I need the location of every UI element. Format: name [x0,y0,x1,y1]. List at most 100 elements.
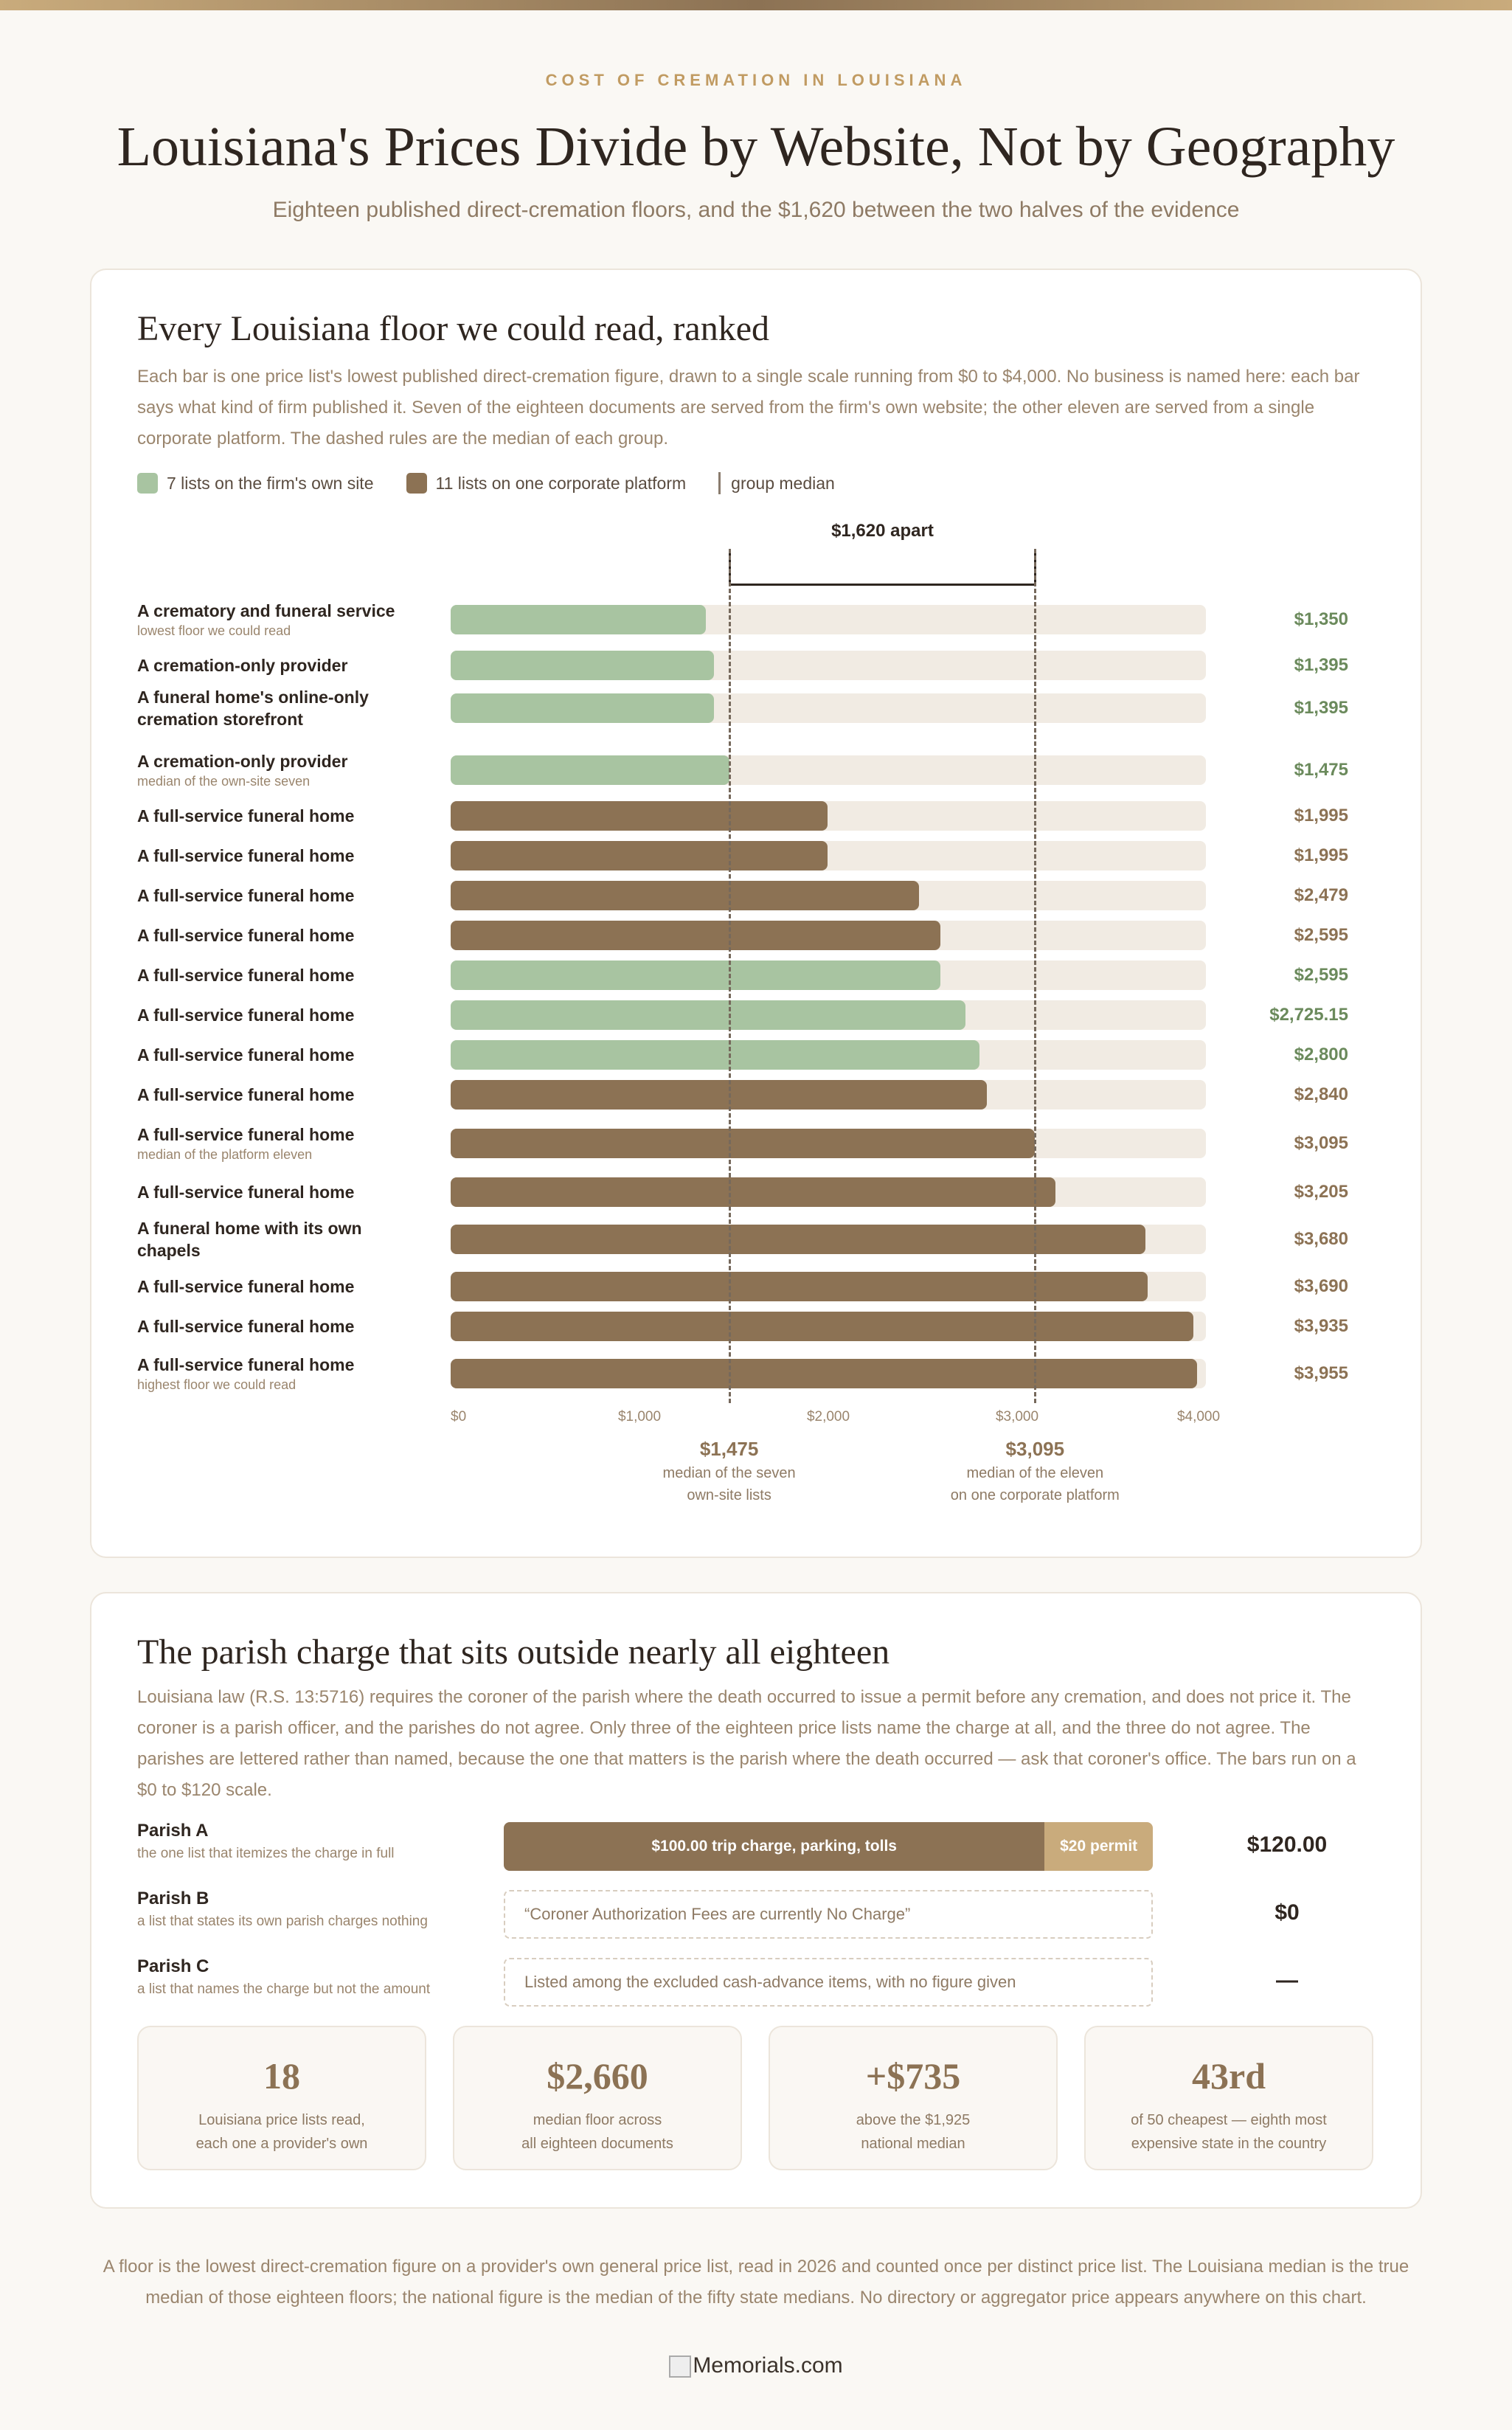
median-own-label: $1,475 median of the seven own-site list… [619,1436,840,1506]
row-label: A full-service funeral home [137,1044,425,1066]
row-label-text: A crematory and funeral service [137,601,395,620]
median-own-note-2: own-site lists [687,1487,771,1503]
row-label: A cremation-only provider [137,654,425,676]
stat-card: +$735 above the $1,925 national median [769,2026,1058,2170]
median-corp-note-1: median of the eleven [966,1465,1104,1481]
bar-value: $2,725.15 [1269,1005,1348,1025]
gap-label: $1,620 apart [831,521,934,541]
parish-a-bar: $100.00 trip charge, parking, tolls $20 … [504,1822,1153,1871]
row-label: A cremation-only provider median of the o… [137,750,425,790]
legend-median: group median [718,472,835,494]
bar-value: $2,595 [1294,925,1348,945]
parish-b-value: $0 [1275,1900,1300,1925]
median-corp-line [1034,549,1037,1403]
parish-description: Louisiana law (R.S. 13:5716) requires th… [137,1687,1356,1800]
legend-own-swatch [137,473,158,494]
row-label-text: A full-service funeral home [137,806,355,825]
bar-own [451,1040,979,1070]
row-label: A full-service funeral home [137,845,425,867]
row-note: median of the own-site seven [137,774,311,789]
row-label: A full-service funeral home [137,1004,425,1026]
bar-value: $3,690 [1294,1276,1348,1296]
row-label: A full-service funeral home [137,924,425,946]
legend-median-mark [718,472,721,494]
row-label-text: A full-service funeral home [137,1045,355,1065]
bar-value: $3,680 [1294,1229,1348,1249]
x-tick-label: $4,000 [1176,1409,1221,1425]
median-corp-note-2: on one corporate platform [950,1487,1120,1503]
median-own-value: $1,475 [699,1438,759,1460]
ranked-heading: Every Louisiana floor we could read, ran… [137,309,769,348]
parish-c-value: — [1276,1968,1298,1993]
page-title: Louisiana's Prices Divide by Website, No… [117,116,1395,178]
bar-value: $3,955 [1294,1363,1348,1383]
row-note: lowest floor we could read [137,623,291,638]
parish-c-box: Listed among the excluded cash-advance i… [504,1958,1153,2007]
parish-a-name: Parish A [137,1821,209,1841]
row-label-text: A funeral home's online-only cremation s… [137,688,369,729]
row-label-text: A full-service funeral home [137,846,355,865]
x-tick-label: $2,000 [806,1409,850,1425]
footnote: A floor is the lowest direct-cremation f… [103,2257,1409,2308]
ranked-description: Each bar is one price list's lowest publ… [137,367,1360,449]
stat-value: $2,660 [547,2055,648,2097]
row-note: highest floor we could read [137,1377,296,1392]
bar-value: $3,095 [1294,1133,1348,1153]
parish-a-total: $120.00 [1246,1832,1328,1857]
bar-corp [451,1080,988,1110]
bar-value: $1,995 [1294,806,1348,825]
gap-bracket [728,549,1037,586]
stat-value: +$735 [865,2055,961,2097]
row-label: A full-service funeral home [137,1181,425,1203]
row-label: A full-service funeral home [137,885,425,907]
bar-value: $2,800 [1294,1045,1348,1065]
parish-b-box: “Coroner Authorization Fees are currentl… [504,1890,1153,1939]
stat-card: $2,660 median floor across all eighteen d… [453,2026,742,2170]
row-label-text: A full-service funeral home [137,1085,355,1104]
stat-caption-1: above the $1,925 [856,2112,971,2128]
stat-card: 43rd of 50 cheapest — eighth most expensi… [1084,2026,1373,2170]
stat-caption-2: all eighteen documents [521,2136,673,2152]
parish-a-trip-segment: $100.00 trip charge, parking, tolls [504,1822,1045,1871]
bar-own [451,605,706,634]
x-tick-label: $1,000 [617,1409,662,1425]
bar-corp [451,881,919,910]
bar-corp [451,1129,1036,1158]
parish-c-note: a list that names the charge but not the… [137,1981,431,1997]
bar-value: $3,935 [1294,1316,1348,1336]
row-label: A full-service funeral home [137,1084,425,1106]
bar-corp [451,1359,1198,1388]
legend-own-label: 7 lists on the firm's own site [167,473,374,493]
bar-corp [451,841,828,870]
row-label: A full-service funeral home [137,805,425,827]
bar-value: $2,595 [1294,965,1348,985]
row-label-text: A funeral home with its own chapels [137,1219,362,1260]
row-label: A full-service funeral home [137,964,425,986]
bar-value: $1,350 [1294,609,1348,629]
row-label-text: A cremation-only provider [137,752,348,771]
bar-corp [451,801,828,831]
row-label: A full-service funeral home median of the… [137,1124,425,1163]
broken-image-icon [669,2355,692,2378]
stat-card: 18 Louisiana price lists read, each one a… [137,2026,426,2170]
row-label: A funeral home with its own chapels [137,1217,425,1261]
stat-caption-2: each one a provider's own [195,2136,368,2152]
stat-value: 18 [263,2055,300,2097]
row-label-text: A full-service funeral home [137,1277,355,1296]
bar-own [451,651,715,680]
median-corp-value: $3,095 [1005,1438,1065,1460]
legend-corp-swatch [406,473,427,494]
row-label-text: A full-service funeral home [137,1317,355,1336]
row-label: A full-service funeral home [137,1315,425,1337]
brand-logo[interactable]: Memorials.com [0,2353,1512,2378]
row-label-text: A full-service funeral home [137,1183,355,1202]
bar-corp [451,921,941,950]
chart-legend: 7 lists on the firm's own site 11 lists … [137,472,867,494]
row-label-text: A full-service funeral home [137,886,355,905]
row-label-text: A full-service funeral home [137,1125,355,1144]
legend-corp-label: 11 lists on one corporate platform [435,473,687,493]
bar-own [451,1000,965,1030]
legend-median-label: group median [731,473,835,493]
stat-caption-2: national median [861,2136,965,2152]
parish-a-note: the one list that itemizes the charge in… [137,1846,395,1861]
